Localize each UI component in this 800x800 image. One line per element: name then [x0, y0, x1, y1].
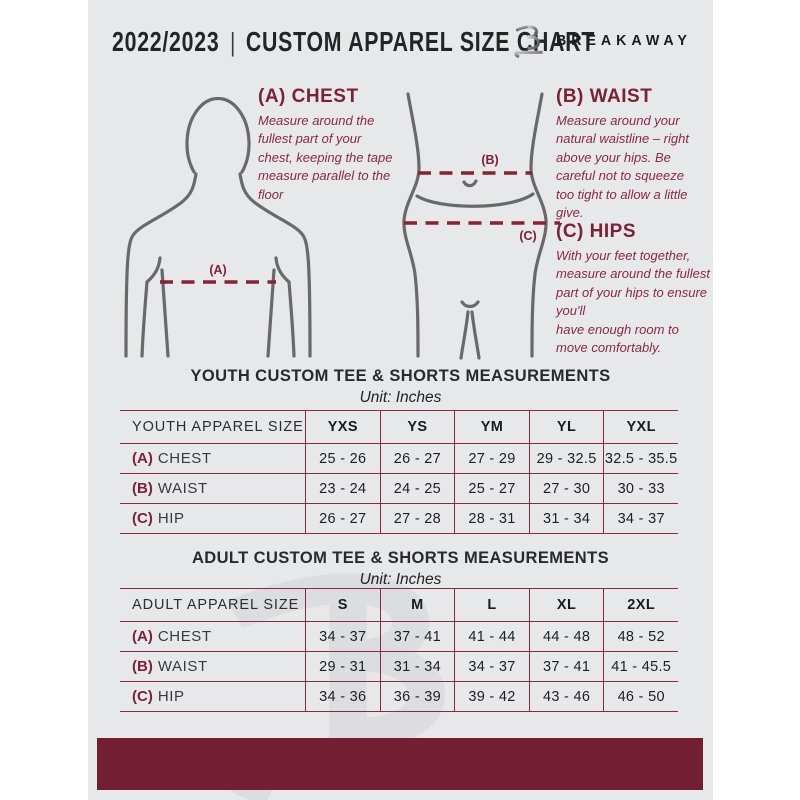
- measurement-cell: 26 - 27: [379, 444, 455, 473]
- waist-marker-label: (B): [481, 153, 498, 167]
- row-label-hip: (C) HIP: [120, 504, 305, 533]
- row-label-text: HIP: [157, 510, 185, 527]
- measurement-cell: 24 - 25: [379, 474, 455, 503]
- measurement-cell: 27 - 30: [528, 474, 604, 503]
- youth-size-table: YOUTH APPAREL SIZE YXS YS YM YL YXL (A) …: [120, 410, 678, 534]
- measurement-cell: 41 - 44: [454, 622, 529, 651]
- measurement-cell: 34 - 37: [454, 652, 529, 681]
- table-row: (A) CHEST 25 - 26 26 - 27 27 - 29 29 - 3…: [120, 443, 678, 473]
- measurement-cell: 48 - 52: [603, 622, 678, 651]
- measurement-cell: 25 - 26: [305, 444, 380, 473]
- table-row: (A) CHEST 34 - 37 37 - 41 41 - 44 44 - 4…: [120, 621, 678, 651]
- row-label-text: CHEST: [157, 450, 212, 467]
- row-marker: (A): [132, 450, 153, 467]
- measurement-cell: 41 - 45.5: [603, 652, 678, 681]
- chest-marker-label: (A): [209, 263, 226, 277]
- adult-table-title: ADULT CUSTOM TEE & SHORTS MEASUREMENTS: [191, 549, 610, 567]
- measurement-cell: 27 - 28: [379, 504, 455, 533]
- measurement-cell: 43 - 46: [528, 682, 604, 711]
- youth-table-title: YOUTH CUSTOM TEE & SHORTS MEASUREMENTS: [190, 367, 611, 385]
- brand-lockup: BREAKAWAY: [511, 21, 699, 59]
- row-marker: (A): [132, 628, 153, 645]
- row-label-text: HIP: [157, 688, 185, 705]
- season-label: 2022/2023: [112, 26, 220, 57]
- measurement-cell: 37 - 41: [528, 652, 604, 681]
- column-header-size: S: [305, 589, 380, 621]
- row-marker: (B): [132, 480, 153, 497]
- waist-heading: (B) WAIST: [556, 86, 653, 107]
- row-label-waist: (B) WAIST: [120, 474, 305, 503]
- hips-marker-label: (C): [519, 229, 536, 243]
- column-header-apparel-size: ADULT APPAREL SIZE: [132, 597, 300, 613]
- column-header-size: YXL: [603, 411, 678, 443]
- row-label-chest: (A) CHEST: [120, 622, 305, 651]
- row-label-text: WAIST: [157, 658, 208, 675]
- column-header-size: XL: [528, 589, 604, 621]
- row-marker: (B): [132, 658, 153, 675]
- column-header-size: L: [454, 589, 529, 621]
- waist-hips-diagram: (B) (C): [402, 92, 560, 360]
- measurement-cell: 31 - 34: [379, 652, 455, 681]
- table-header-row: YOUTH APPAREL SIZE YXS YS YM YL YXL: [120, 410, 678, 443]
- torso-chest-diagram: (A): [124, 97, 312, 358]
- table-row: (C) HIP 34 - 36 36 - 39 39 - 42 43 - 46 …: [120, 681, 678, 711]
- waist-instructions: Measure around your natural waistline – …: [556, 113, 689, 221]
- brand-name: BREAKAWAY: [556, 31, 692, 49]
- row-label-waist: (B) WAIST: [120, 652, 305, 681]
- row-label-chest: (A) CHEST: [120, 444, 305, 473]
- measurement-cell: 27 - 29: [454, 444, 529, 473]
- column-header-size: 2XL: [603, 589, 678, 621]
- youth-table-unit: Unit: Inches: [359, 389, 442, 406]
- row-label-text: WAIST: [157, 480, 208, 497]
- measurement-cell: 25 - 27: [454, 474, 529, 503]
- measurement-cell: 30 - 33: [603, 474, 678, 503]
- measurement-cell: 39 - 42: [454, 682, 529, 711]
- table-row: (B) WAIST 23 - 24 24 - 25 25 - 27 27 - 3…: [120, 473, 678, 503]
- column-header-size: YM: [454, 411, 529, 443]
- table-row: (C) HIP 26 - 27 27 - 28 28 - 31 31 - 34 …: [120, 503, 678, 533]
- measurement-cell: 34 - 37: [305, 622, 380, 651]
- footer-bar: [97, 738, 703, 790]
- header-divider: |: [230, 26, 236, 57]
- row-label-hip: (C) HIP: [120, 682, 305, 711]
- measurement-cell: 37 - 41: [379, 622, 455, 651]
- measurement-cell: 46 - 50: [603, 682, 678, 711]
- measurement-cell: 29 - 32.5: [528, 444, 604, 473]
- measurement-cell: 36 - 39: [379, 682, 455, 711]
- measurement-cell: 44 - 48: [528, 622, 604, 651]
- row-marker: (C): [132, 510, 153, 527]
- column-header-apparel-size: YOUTH APPAREL SIZE: [132, 419, 304, 435]
- measurement-cell: 34 - 36: [305, 682, 380, 711]
- breakaway-b-logo-icon: [514, 25, 543, 58]
- adult-table-unit: Unit: Inches: [359, 571, 442, 588]
- measurement-cell: 32.5 - 35.5: [603, 444, 678, 473]
- measurement-cell: 29 - 31: [305, 652, 380, 681]
- column-header-size: YXS: [305, 411, 380, 443]
- hips-heading: (C) HIPS: [556, 221, 636, 242]
- chest-heading: (A) CHEST: [258, 86, 359, 107]
- row-label-text: CHEST: [157, 628, 212, 645]
- measurement-cell: 23 - 24: [305, 474, 380, 503]
- measurement-cell: 28 - 31: [454, 504, 529, 533]
- column-header-size: M: [379, 589, 455, 621]
- measurement-cell: 26 - 27: [305, 504, 380, 533]
- measurement-cell: 34 - 37: [603, 504, 678, 533]
- table-header-row: ADULT APPAREL SIZE S M L XL 2XL: [120, 588, 678, 621]
- chest-instructions: Measure around the fullest part of your …: [258, 113, 393, 202]
- adult-size-table: ADULT APPAREL SIZE S M L XL 2XL (A) CHES…: [120, 588, 678, 712]
- table-row: (B) WAIST 29 - 31 31 - 34 34 - 37 37 - 4…: [120, 651, 678, 681]
- column-header-size: YL: [528, 411, 604, 443]
- row-marker: (C): [132, 688, 153, 705]
- measurement-cell: 31 - 34: [528, 504, 604, 533]
- column-header-size: YS: [379, 411, 455, 443]
- hips-instructions: With your feet together, measure around …: [556, 248, 710, 356]
